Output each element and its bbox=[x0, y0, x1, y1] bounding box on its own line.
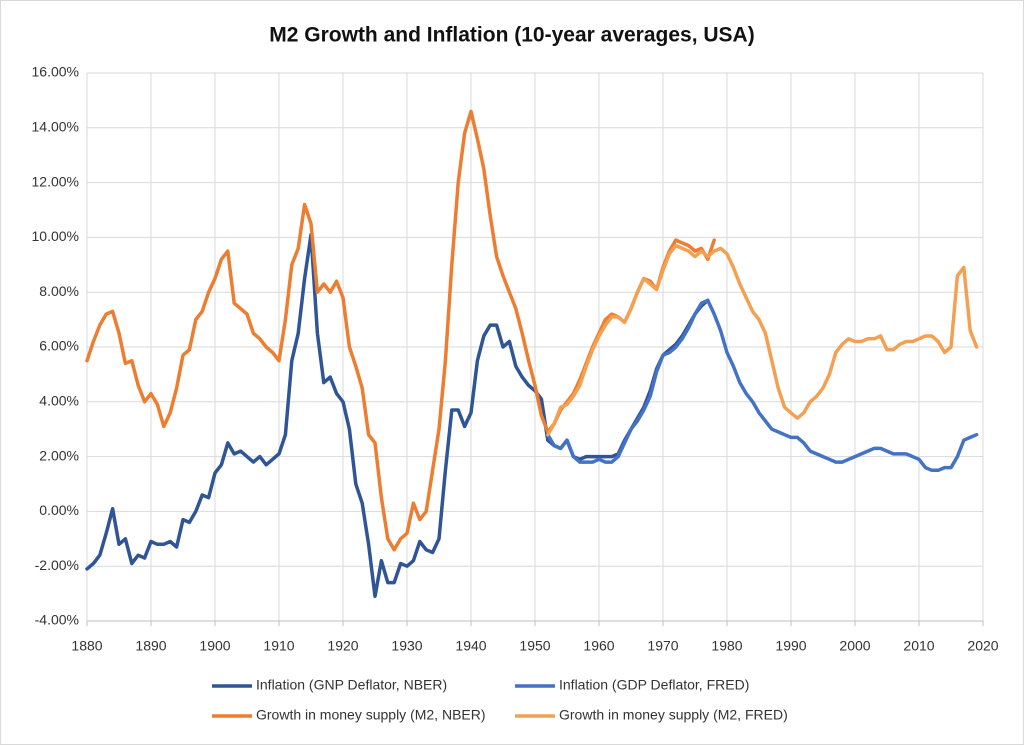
y-tick-label: 2.00% bbox=[39, 447, 79, 463]
series-line bbox=[546, 243, 979, 437]
x-tick-label: 1890 bbox=[135, 638, 166, 654]
plot bbox=[85, 109, 979, 599]
y-tick-label: 8.00% bbox=[39, 283, 79, 299]
y-tick-label: 4.00% bbox=[39, 393, 79, 409]
legend: Inflation (GNP Deflator, NBER) Inflation … bbox=[212, 677, 788, 723]
x-tick-label: 1900 bbox=[199, 638, 230, 654]
x-tick-label: 2020 bbox=[967, 638, 998, 654]
chart-title: M2 Growth and Inflation (10-year average… bbox=[269, 24, 754, 47]
x-tick-label: 1930 bbox=[391, 638, 422, 654]
y-tick-label: -4.00% bbox=[35, 612, 79, 628]
x-tick-label: 2010 bbox=[903, 638, 934, 654]
x-tick-label: 2000 bbox=[839, 638, 870, 654]
legend-label: Growth in money supply (M2, FRED) bbox=[559, 707, 788, 723]
x-tick-label: 1980 bbox=[711, 638, 742, 654]
series-line bbox=[546, 298, 979, 473]
x-tick-label: 1960 bbox=[583, 638, 614, 654]
x-tick-label: 1910 bbox=[263, 638, 294, 654]
series-line bbox=[85, 109, 716, 552]
x-tick-label: 1970 bbox=[647, 638, 678, 654]
grid: -4.00% -2.00% 0.00% 2.00% 4.00% 6.00% 8.00% 10.… bbox=[32, 64, 999, 654]
y-tick-label: 10.00% bbox=[32, 228, 79, 244]
x-tick-label: 1940 bbox=[455, 638, 486, 654]
y-tick-label: 12.00% bbox=[32, 173, 79, 189]
y-tick-label: 0.00% bbox=[39, 502, 79, 518]
x-tick-label: 1920 bbox=[327, 638, 358, 654]
x-tick-label: 1880 bbox=[71, 638, 102, 654]
legend-label: Inflation (GNP Deflator, NBER) bbox=[256, 677, 447, 693]
y-tick-label: 6.00% bbox=[39, 338, 79, 354]
y-tick-label: 14.00% bbox=[32, 119, 79, 135]
legend-label: Growth in money supply (M2, NBER) bbox=[256, 707, 486, 723]
x-tick-label: 1990 bbox=[775, 638, 806, 654]
y-tick-label: -2.00% bbox=[35, 557, 79, 573]
series-line bbox=[85, 232, 710, 599]
x-tick-label: 1950 bbox=[519, 638, 550, 654]
y-tick-label: 16.00% bbox=[32, 64, 79, 80]
legend-label: Inflation (GDP Deflator, FRED) bbox=[559, 677, 749, 693]
